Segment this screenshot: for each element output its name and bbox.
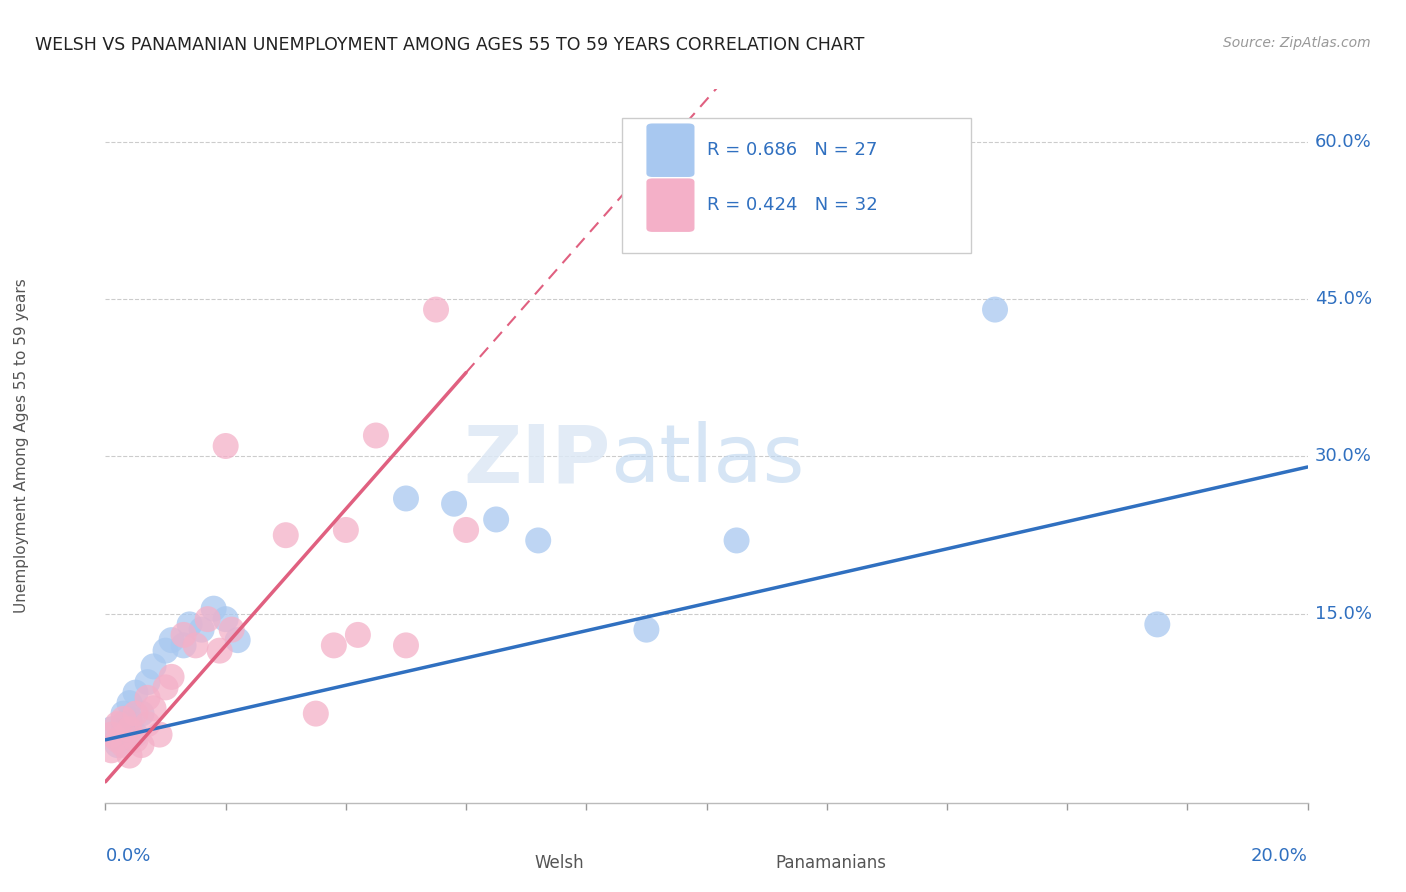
Point: [100, 723, 122, 737]
Point: [118, 748, 141, 763]
Point: [118, 723, 141, 737]
Text: 20.0%: 20.0%: [1251, 847, 1308, 865]
Point: [136, 690, 159, 705]
Text: Panamanians: Panamanians: [775, 855, 886, 872]
Point: [124, 706, 146, 721]
Point: [454, 523, 477, 537]
Point: [179, 617, 201, 632]
FancyBboxPatch shape: [727, 844, 765, 883]
Text: R = 0.686   N = 27: R = 0.686 N = 27: [707, 141, 877, 159]
Point: [124, 728, 146, 742]
Point: [226, 633, 249, 648]
Point: [160, 633, 183, 648]
Point: [214, 612, 236, 626]
Text: Source: ZipAtlas.com: Source: ZipAtlas.com: [1223, 36, 1371, 50]
Point: [395, 491, 418, 506]
Point: [485, 512, 508, 526]
Point: [107, 717, 129, 731]
Point: [142, 701, 165, 715]
Point: [124, 685, 146, 699]
Point: [305, 706, 328, 721]
Point: [112, 712, 135, 726]
Point: [347, 628, 370, 642]
Point: [395, 639, 418, 653]
Point: [221, 623, 243, 637]
Point: [335, 523, 357, 537]
Point: [155, 681, 177, 695]
Text: 30.0%: 30.0%: [1315, 448, 1371, 466]
Text: Welsh: Welsh: [534, 855, 585, 872]
Point: [124, 732, 146, 747]
Point: [112, 738, 135, 752]
Point: [214, 439, 236, 453]
Point: [208, 643, 231, 657]
Point: [984, 302, 1007, 317]
Point: [1146, 617, 1168, 632]
Point: [322, 639, 344, 653]
Point: [118, 696, 141, 710]
Point: [118, 712, 141, 726]
Point: [155, 643, 177, 657]
Point: [197, 612, 219, 626]
Point: [274, 528, 297, 542]
Text: 0.0%: 0.0%: [105, 847, 150, 865]
Point: [527, 533, 550, 548]
FancyBboxPatch shape: [647, 123, 695, 177]
Point: [136, 717, 159, 731]
Point: [142, 659, 165, 673]
Point: [443, 497, 465, 511]
Text: 45.0%: 45.0%: [1315, 290, 1372, 308]
Point: [131, 706, 153, 721]
Point: [160, 670, 183, 684]
Point: [131, 738, 153, 752]
Text: Unemployment Among Ages 55 to 59 years: Unemployment Among Ages 55 to 59 years: [14, 278, 28, 614]
Text: 60.0%: 60.0%: [1315, 133, 1371, 151]
Text: ZIP: ZIP: [463, 421, 610, 500]
Point: [100, 728, 122, 742]
Point: [364, 428, 387, 442]
Point: [100, 743, 122, 757]
Text: WELSH VS PANAMANIAN UNEMPLOYMENT AMONG AGES 55 TO 59 YEARS CORRELATION CHART: WELSH VS PANAMANIAN UNEMPLOYMENT AMONG A…: [35, 36, 865, 54]
Point: [107, 738, 129, 752]
Point: [725, 533, 748, 548]
Point: [107, 732, 129, 747]
FancyBboxPatch shape: [623, 118, 972, 253]
Point: [425, 302, 447, 317]
Point: [202, 601, 225, 615]
Point: [190, 623, 212, 637]
Point: [173, 628, 195, 642]
Text: atlas: atlas: [610, 421, 804, 500]
Point: [148, 728, 170, 742]
Text: 15.0%: 15.0%: [1315, 605, 1372, 623]
Text: R = 0.424   N = 32: R = 0.424 N = 32: [707, 196, 877, 214]
Point: [136, 675, 159, 690]
FancyBboxPatch shape: [647, 178, 695, 232]
FancyBboxPatch shape: [486, 844, 524, 883]
Point: [112, 717, 135, 731]
Point: [184, 639, 207, 653]
Point: [112, 706, 135, 721]
Point: [636, 623, 658, 637]
Point: [173, 639, 195, 653]
